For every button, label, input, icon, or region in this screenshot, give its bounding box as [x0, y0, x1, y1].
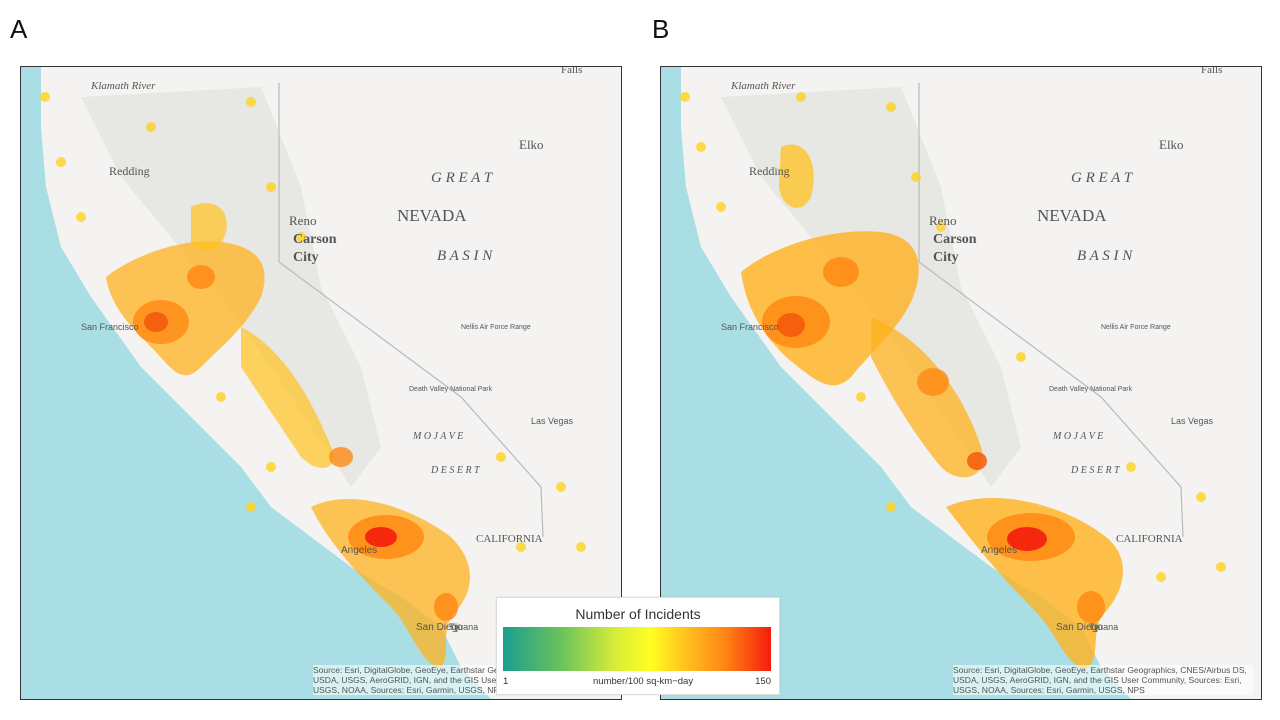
attribution-b: Source: Esri, DigitalGlobe, GeoEye, Eart… — [953, 665, 1253, 695]
mojave-label: M O J A V E — [412, 431, 463, 442]
nevada-label: NEVADA — [397, 206, 467, 225]
san-diego-label: San Diego — [416, 622, 463, 633]
panel-a-label: A — [10, 14, 28, 44]
falls-label: Falls — [561, 67, 582, 76]
nevada-label: NEVADA — [1037, 206, 1107, 225]
legend-max: 150 — [755, 676, 771, 687]
klamath-label: Klamath River — [90, 80, 156, 92]
great-label: G R E A T — [431, 170, 494, 186]
san-francisco-label: San Francisco — [81, 322, 139, 332]
legend-color-ramp — [503, 627, 771, 671]
california-label: CALIFORNIA — [476, 533, 543, 545]
heatmap-a — [40, 92, 586, 667]
state-border — [918, 83, 1184, 538]
los-angeles-label: Angeles — [981, 545, 1017, 556]
las-vegas-label: Las Vegas — [531, 416, 574, 426]
san-diego-label: San Diego — [1056, 622, 1103, 633]
city-label: City — [293, 250, 319, 265]
state-border — [278, 83, 544, 538]
map-panel-b[interactable]: Klamath River Falls Elko G R E A T NEVAD… — [660, 66, 1262, 700]
reno-label: Reno — [929, 213, 956, 228]
legend-title: Number of Incidents — [575, 606, 701, 622]
death-valley-label: Death Valley National Park — [409, 386, 493, 393]
great-label: G R E A T — [1071, 170, 1134, 186]
desert-label: D E S E R T — [1070, 465, 1121, 476]
heatmap-b — [680, 92, 1226, 669]
reno-label: Reno — [289, 213, 316, 228]
map-b-svg: Klamath River Falls Elko G R E A T NEVAD… — [661, 67, 1261, 699]
legend-min: 1 — [503, 676, 509, 687]
carson-label: Carson — [293, 232, 337, 247]
desert-label: D E S E R T — [430, 465, 481, 476]
panel-b-label: B — [652, 14, 670, 44]
redding-label: Redding — [109, 164, 150, 178]
legend-unit: number/100 sq-km−day — [593, 676, 694, 687]
nellis-label: Nellis Air Force Range — [1101, 324, 1171, 331]
elko-label: Elko — [1159, 137, 1184, 152]
map-a-svg: Klamath River Falls Elko G R E A T NEVAD… — [21, 67, 621, 699]
los-angeles-label: Angeles — [341, 545, 377, 556]
redding-label: Redding — [749, 164, 790, 178]
death-valley-label: Death Valley National Park — [1049, 386, 1133, 393]
legend: Number of Incidents 1 number/100 sq-km−d… — [496, 597, 780, 695]
tijuana-label: Tijuana — [449, 622, 478, 632]
map-panel-a[interactable]: Klamath River Falls Elko G R E A T NEVAD… — [20, 66, 622, 700]
basin-label: B A S I N — [1077, 248, 1133, 264]
mojave-label: M O J A V E — [1052, 431, 1103, 442]
carson-label: Carson — [933, 232, 977, 247]
basin-label: B A S I N — [437, 248, 493, 264]
klamath-label: Klamath River — [730, 80, 796, 92]
falls-label: Falls — [1201, 67, 1222, 76]
city-label: City — [933, 250, 959, 265]
san-francisco-label: San Francisco — [721, 322, 779, 332]
california-label: CALIFORNIA — [1116, 533, 1183, 545]
tijuana-label: Tijuana — [1089, 622, 1118, 632]
elko-label: Elko — [519, 137, 544, 152]
las-vegas-label: Las Vegas — [1171, 416, 1214, 426]
nellis-label: Nellis Air Force Range — [461, 324, 531, 331]
